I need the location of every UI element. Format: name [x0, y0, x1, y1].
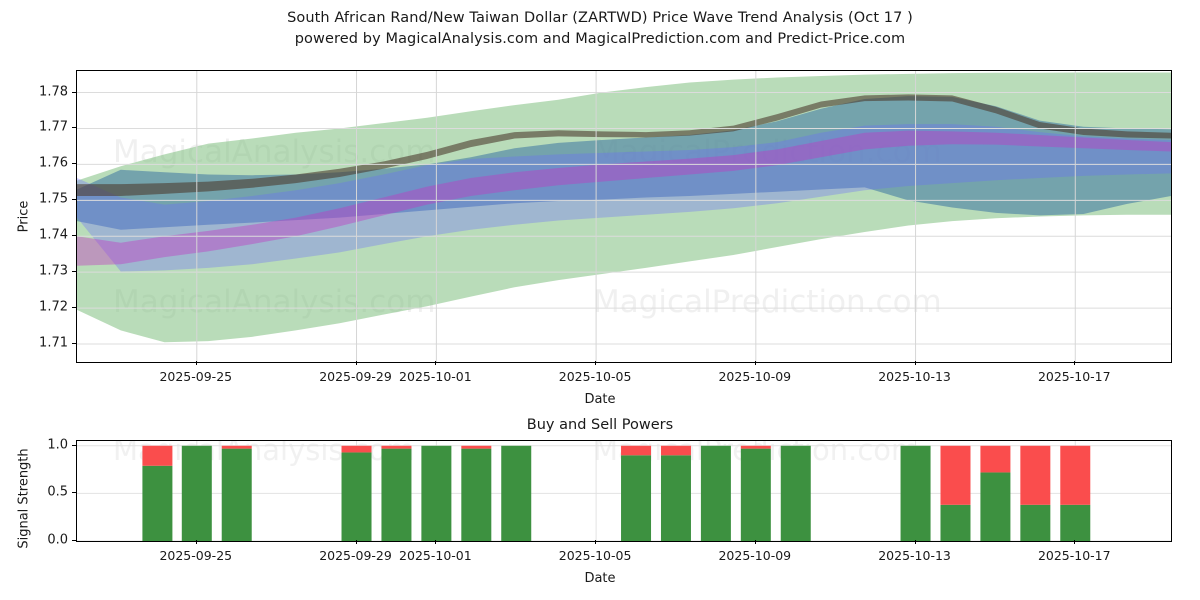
buy-power-bar — [1020, 504, 1051, 541]
signal-y-tick-mark — [72, 444, 76, 446]
price-y-axis-title: Price — [16, 200, 32, 233]
signal-x-tick-mark — [754, 540, 756, 544]
buy-power-bar — [940, 504, 971, 541]
buy-power-bar — [142, 465, 173, 541]
price-x-tick-mark — [435, 361, 437, 365]
sell-power-bar — [1020, 445, 1051, 505]
price-y-tick-label: 1.75 — [39, 191, 68, 207]
buy-sell-title: Buy and Sell Powers — [526, 417, 674, 433]
price-y-tick-mark — [72, 127, 76, 129]
buy-power-bar — [461, 448, 492, 541]
buy-power-bar — [980, 472, 1011, 541]
signal-x-axis-title: Date — [584, 571, 616, 586]
signal-x-tick-mark — [914, 540, 916, 544]
signal-x-tick-label: 2025-10-01 — [399, 548, 472, 563]
price-y-tick-label: 1.76 — [39, 155, 68, 171]
signal-x-tick-mark — [435, 540, 437, 544]
sell-power-bar — [940, 445, 971, 505]
sell-power-bar — [221, 445, 252, 449]
sell-power-bar — [142, 445, 173, 466]
price-x-tick-mark — [914, 361, 916, 365]
buy-power-bar — [341, 452, 372, 541]
price-x-tick-mark — [754, 361, 756, 365]
signal-x-tick-mark — [1074, 540, 1076, 544]
buy-power-bar — [621, 455, 652, 541]
price-x-tick-label: 2025-09-25 — [159, 369, 233, 384]
buy-power-bar — [221, 448, 252, 541]
price-y-tick-mark — [72, 271, 76, 273]
price-x-tick-label: 2025-10-05 — [558, 369, 632, 384]
price-y-tick-mark — [72, 199, 76, 201]
page-title: South African Rand/New Taiwan Dollar (ZA… — [287, 10, 913, 26]
price-y-tick-mark — [72, 91, 76, 93]
price-x-axis-title: Date — [584, 392, 616, 407]
signal-x-tick-label: 2025-10-05 — [558, 548, 632, 563]
buy-power-bar — [780, 445, 811, 541]
sell-power-bar — [980, 445, 1011, 473]
buy-sell-plot-area: MagicalAnalysis.com MagicalPrediction.co… — [76, 440, 1172, 542]
price-y-tick-label: 1.72 — [39, 299, 68, 315]
price-y-tick-label: 1.71 — [39, 335, 68, 351]
buy-power-bar — [660, 455, 691, 541]
price-x-tick-mark — [195, 361, 197, 365]
price-x-tick-label: 2025-09-29 — [319, 369, 392, 384]
signal-y-tick-mark — [72, 492, 76, 494]
buy-power-bar — [381, 448, 412, 541]
price-y-tick-mark — [72, 307, 76, 309]
sell-power-bar — [381, 445, 412, 449]
signal-x-tick-label: 2025-10-13 — [878, 548, 951, 563]
buy-power-bar — [900, 445, 931, 541]
signal-y-tick-label: 0.0 — [47, 532, 68, 548]
signal-x-tick-label: 2025-09-29 — [319, 548, 392, 563]
band-steel-blue-band — [77, 96, 1171, 230]
band-dark-brown-band — [77, 94, 1171, 197]
signal-x-tick-label: 2025-10-17 — [1037, 548, 1111, 563]
buy-power-bar — [501, 445, 532, 541]
buy-power-bar — [700, 445, 731, 541]
price-y-tick-label: 1.74 — [39, 227, 68, 243]
sell-power-bar — [341, 445, 372, 453]
price-x-tick-label: 2025-10-17 — [1037, 369, 1111, 384]
price-y-tick-mark — [72, 163, 76, 165]
sell-power-bar — [621, 445, 652, 456]
price-chart-plot-area: MagicalAnalysis.com MagicalPrediction.co… — [76, 70, 1172, 363]
signal-y-tick-mark — [72, 540, 76, 541]
signal-y-axis-title: Signal Strength — [16, 448, 32, 549]
signal-x-tick-mark — [195, 540, 197, 544]
sell-power-bar — [660, 445, 691, 456]
price-x-tick-label: 2025-10-09 — [718, 369, 792, 384]
sell-power-bar — [1060, 445, 1091, 505]
signal-x-tick-label: 2025-09-25 — [159, 548, 233, 563]
price-y-tick-mark — [72, 235, 76, 237]
price-y-tick-label: 1.78 — [39, 84, 68, 100]
price-x-tick-mark — [355, 361, 357, 365]
band-light-blue-band — [77, 124, 1171, 272]
band-magenta-band — [77, 130, 1171, 266]
price-x-tick-label: 2025-10-01 — [399, 369, 472, 384]
price-y-tick-label: 1.77 — [39, 119, 68, 135]
sell-power-bar — [740, 445, 771, 449]
buy-power-bar — [421, 445, 452, 541]
buy-power-bar — [1060, 504, 1091, 541]
price-y-tick-mark — [72, 343, 76, 345]
chart-title-block: South African Rand/New Taiwan Dollar (ZA… — [0, 8, 1200, 50]
buy-power-bar — [181, 445, 212, 541]
buy-sell-bars — [142, 445, 1091, 541]
signal-y-tick-label: 0.5 — [47, 484, 68, 500]
signal-y-tick-label: 1.0 — [47, 437, 68, 453]
sell-power-bar — [461, 445, 492, 449]
buy-power-bar — [740, 448, 771, 541]
price-y-tick-label: 1.73 — [39, 263, 68, 279]
signal-x-tick-label: 2025-10-09 — [718, 548, 792, 563]
price-x-tick-label: 2025-10-13 — [878, 369, 951, 384]
price-wave-bands — [77, 72, 1171, 343]
signal-x-tick-mark — [595, 540, 597, 544]
price-x-tick-mark — [595, 361, 597, 365]
signal-x-tick-mark — [355, 540, 357, 544]
price-x-tick-mark — [1074, 361, 1076, 365]
page-subtitle: powered by MagicalAnalysis.com and Magic… — [294, 31, 906, 47]
